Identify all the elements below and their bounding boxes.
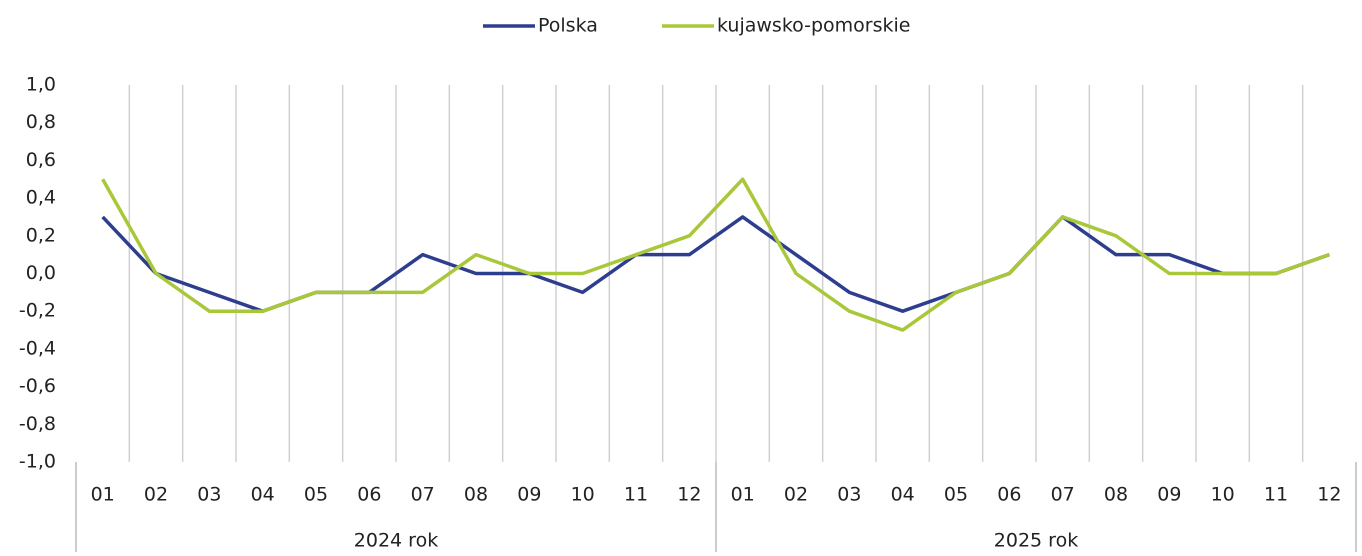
y-tick-label: 0,6: [26, 149, 56, 171]
x-tick-label: 03: [197, 484, 221, 506]
y-tick-label: -0,6: [19, 375, 56, 397]
x-tick-label: 05: [944, 484, 968, 506]
x-tick-label: 04: [251, 484, 275, 506]
x-tick-label: 10: [571, 484, 595, 506]
legend-label: kujawsko-pomorskie: [717, 15, 910, 37]
y-tick-label: 0,0: [26, 262, 56, 284]
group-label: 2025 rok: [994, 530, 1078, 552]
legend-label: Polska: [538, 15, 598, 37]
x-tick-label: 11: [624, 484, 648, 506]
y-tick-label: -0,8: [19, 413, 56, 435]
x-tick-label: 05: [304, 484, 328, 506]
x-tick-label: 12: [1317, 484, 1341, 506]
x-tick-label: 06: [357, 484, 381, 506]
x-tick-label: 07: [411, 484, 435, 506]
x-tick-label: 01: [91, 484, 115, 506]
x-tick-label: 09: [517, 484, 541, 506]
x-tick-label: 08: [464, 484, 488, 506]
line: [101, 177, 1330, 332]
x-tick-label: 02: [784, 484, 808, 506]
x-tick-label: 02: [144, 484, 168, 506]
x-tick-label: 03: [837, 484, 861, 506]
y-tick-label: 0,2: [26, 224, 56, 246]
y-tick-label: -0,2: [19, 300, 56, 322]
x-tick-label: 10: [1211, 484, 1235, 506]
y-tick-label: 1,0: [26, 74, 56, 96]
y-tick-label: 0,8: [26, 111, 56, 133]
x-tick-label: 08: [1104, 484, 1128, 506]
x-tick-label: 09: [1157, 484, 1181, 506]
x-tick-label: 11: [1264, 484, 1288, 506]
group-label: 2024 rok: [354, 530, 438, 552]
y-tick-label: -0,4: [19, 337, 56, 359]
x-tick-label: 12: [677, 484, 701, 506]
y-tick-label: -1,0: [19, 451, 56, 473]
x-tick-label: 06: [997, 484, 1021, 506]
x-tick-label: 01: [731, 484, 755, 506]
y-tick-label: 0,4: [26, 187, 56, 209]
x-tick-label: 07: [1051, 484, 1075, 506]
x-tick-label: 04: [891, 484, 915, 506]
